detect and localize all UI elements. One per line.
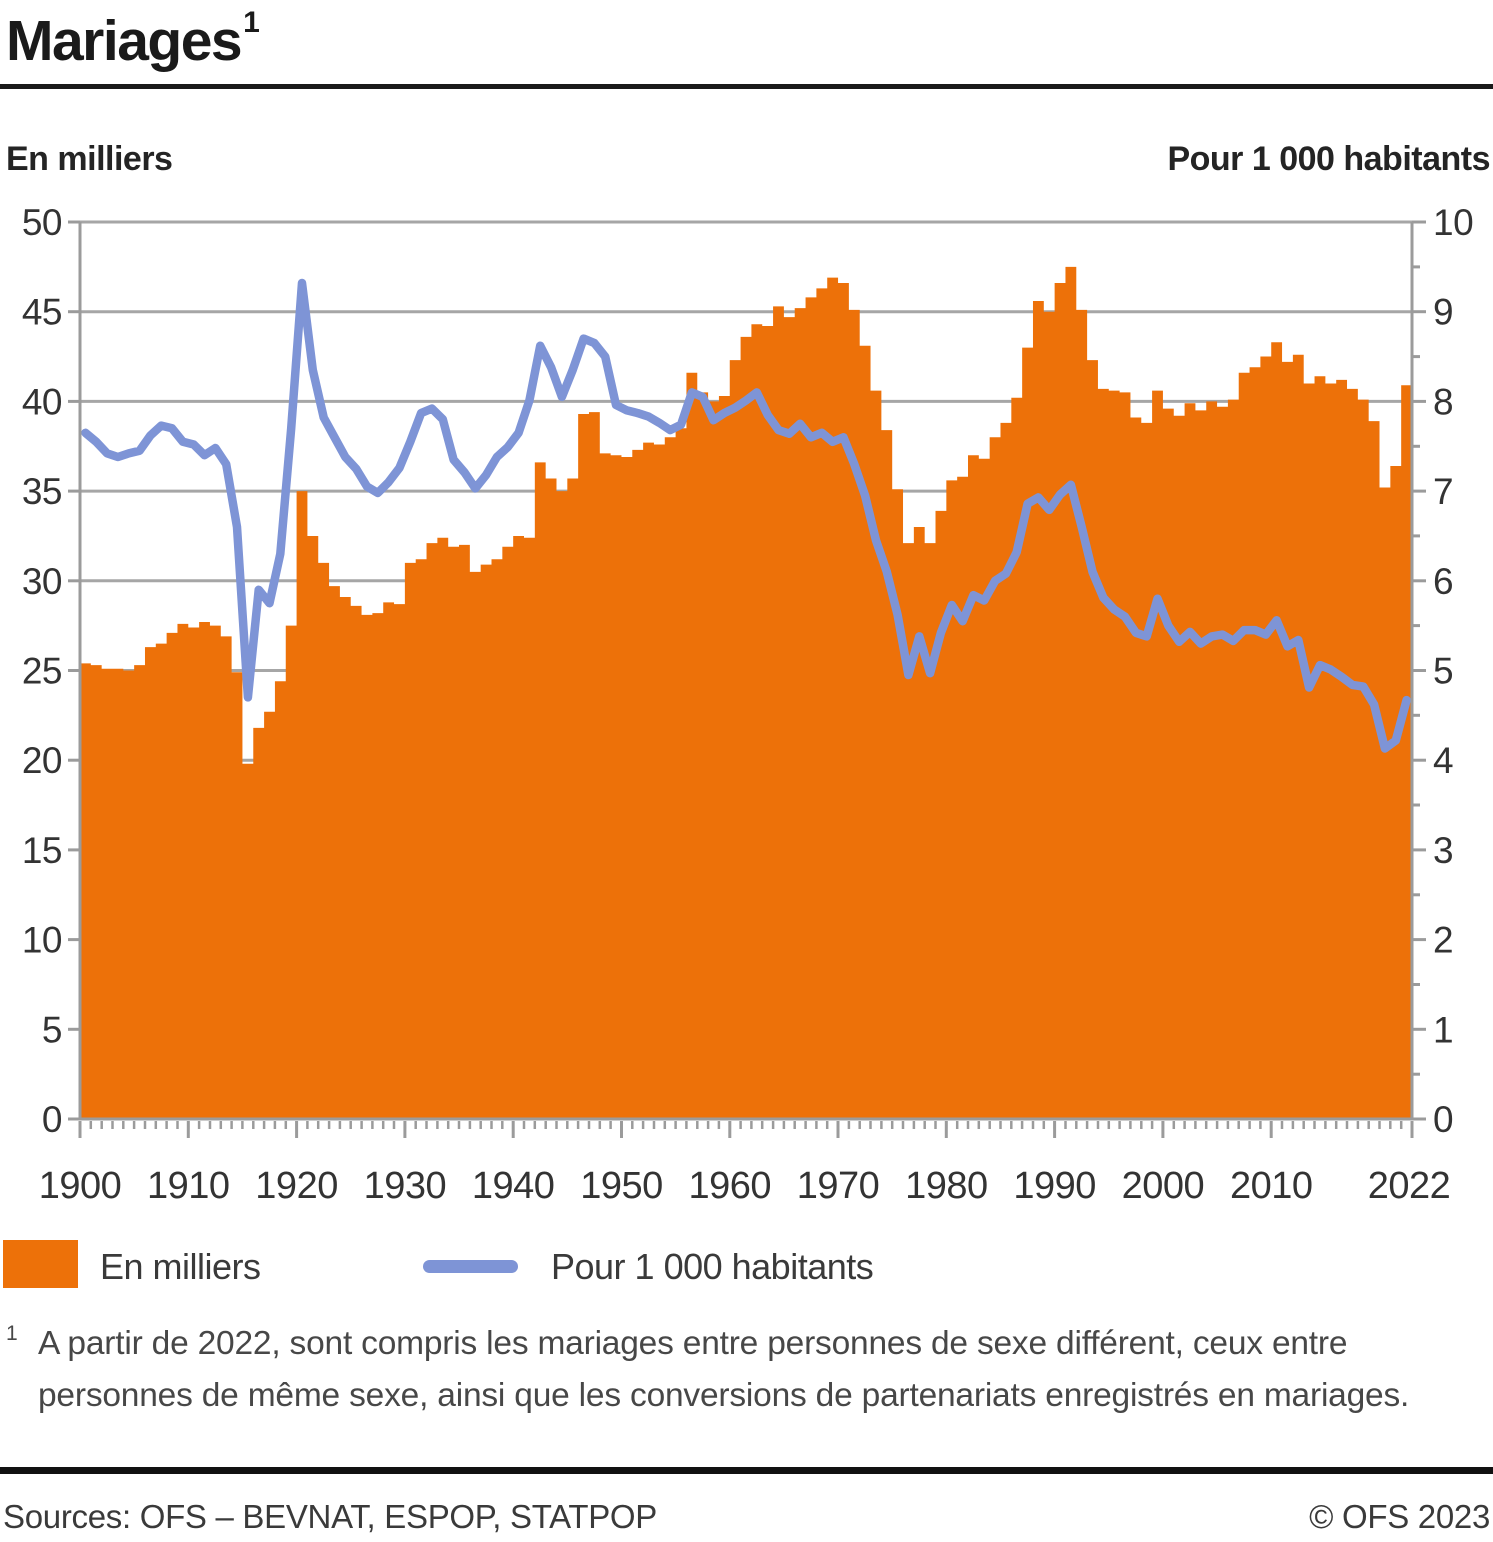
y-left-tick-label: 25 bbox=[22, 651, 62, 692]
line-series-pour-1000-habitants bbox=[81, 278, 1411, 753]
y-left-tick-label: 10 bbox=[22, 920, 62, 961]
y-right-tick-label: 6 bbox=[1433, 561, 1453, 602]
page-title: Mariages1 bbox=[6, 6, 260, 74]
y-right-tick-label: 3 bbox=[1433, 830, 1453, 871]
x-tick-label: 1910 bbox=[147, 1165, 230, 1207]
y-left-tick-label: 40 bbox=[22, 381, 62, 422]
x-tick-label: 1900 bbox=[39, 1165, 122, 1207]
legend-bar-swatch bbox=[3, 1240, 78, 1288]
y-right-tick-label: 0 bbox=[1433, 1099, 1453, 1140]
y-right-tick-label: 4 bbox=[1433, 740, 1453, 781]
x-tick-label: 1990 bbox=[1013, 1165, 1096, 1207]
y-right-tick-label: 5 bbox=[1433, 651, 1453, 692]
y-right-tick-label: 7 bbox=[1433, 471, 1453, 512]
footer-sources: Sources: OFS – BEVNAT, ESPOP, STATPOP bbox=[3, 1498, 658, 1535]
y-left-tick-label: 5 bbox=[42, 1009, 62, 1050]
x-tick-label: 2000 bbox=[1122, 1165, 1205, 1207]
y-left-tick-label: 50 bbox=[22, 202, 62, 243]
x-tick-label: 1930 bbox=[364, 1165, 447, 1207]
y-left-tick-label: 35 bbox=[22, 471, 62, 512]
y-left-tick-label: 20 bbox=[22, 740, 62, 781]
footer-copyright: © OFS 2023 bbox=[1309, 1498, 1490, 1535]
x-tick-label: 1950 bbox=[580, 1165, 663, 1207]
x-tick-label: 1970 bbox=[797, 1165, 880, 1207]
y-right-tick-label: 9 bbox=[1433, 292, 1453, 333]
legend-bar-label: En milliers bbox=[100, 1246, 261, 1287]
footnote: 1 A partir de 2022, sont compris les mar… bbox=[6, 1318, 1476, 1422]
x-tick-label: 1920 bbox=[255, 1165, 338, 1207]
legend-line-label: Pour 1 000 habitants bbox=[551, 1246, 874, 1287]
bars-series-en-milliers bbox=[80, 266, 1412, 1120]
page-title-text: Mariages bbox=[6, 9, 243, 73]
title-divider-rule bbox=[0, 84, 1493, 89]
x-tick-label: 1980 bbox=[905, 1165, 988, 1207]
footer-divider-rule bbox=[0, 1467, 1493, 1474]
legend-line-swatch bbox=[423, 1260, 518, 1273]
y-left-tick-label: 45 bbox=[22, 292, 62, 333]
y-right-tick-label: 1 bbox=[1433, 1009, 1453, 1050]
y-right-tick-label: 10 bbox=[1433, 202, 1473, 243]
y-left-tick-label: 15 bbox=[22, 830, 62, 871]
y-left-tick-label: 0 bbox=[42, 1099, 62, 1140]
x-tick-label: 2010 bbox=[1230, 1165, 1313, 1207]
footnote-text: A partir de 2022, sont compris les maria… bbox=[38, 1325, 1410, 1414]
y-right-tick-label: 2 bbox=[1433, 920, 1453, 961]
left-axis-header: En milliers bbox=[6, 140, 173, 178]
x-tick-label: 1960 bbox=[688, 1165, 771, 1207]
x-tick-label: 2022 bbox=[1368, 1165, 1451, 1207]
chart-legend: En milliers Pour 1 000 habitants bbox=[3, 1238, 1493, 1298]
right-axis-header: Pour 1 000 habitants bbox=[1167, 140, 1490, 178]
y-right-tick-label: 8 bbox=[1433, 381, 1453, 422]
title-footnote-marker: 1 bbox=[243, 6, 260, 39]
y-left-tick-label: 30 bbox=[22, 561, 62, 602]
footnote-marker: 1 bbox=[6, 1322, 18, 1345]
x-tick-label: 1940 bbox=[472, 1165, 555, 1207]
